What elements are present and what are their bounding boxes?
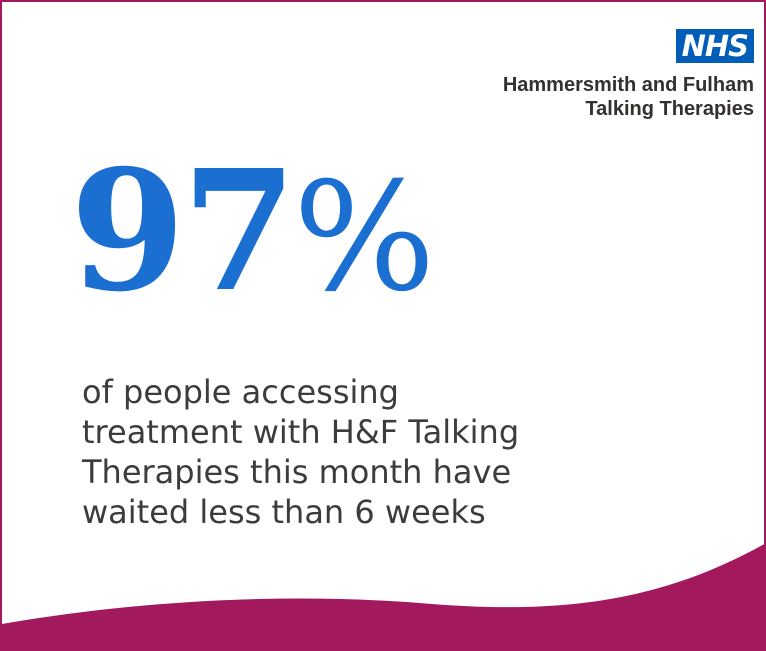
statistic-description: of people accessing treatment with H&F T…	[82, 373, 520, 531]
org-name-line-1: Hammersmith and Fulham	[502, 74, 754, 96]
decorative-wave	[2, 544, 764, 649]
wave-shape	[2, 544, 764, 649]
headline-statistic: 97%	[70, 132, 436, 338]
stat-number: 97	[70, 134, 297, 329]
stat-percent-sign: %	[293, 151, 436, 325]
nhs-logo: NHS Hammersmith and Fulham Talking Thera…	[424, 29, 754, 121]
nhs-badge: NHS	[675, 29, 754, 63]
org-name-line-2: Talking Therapies	[585, 98, 754, 120]
